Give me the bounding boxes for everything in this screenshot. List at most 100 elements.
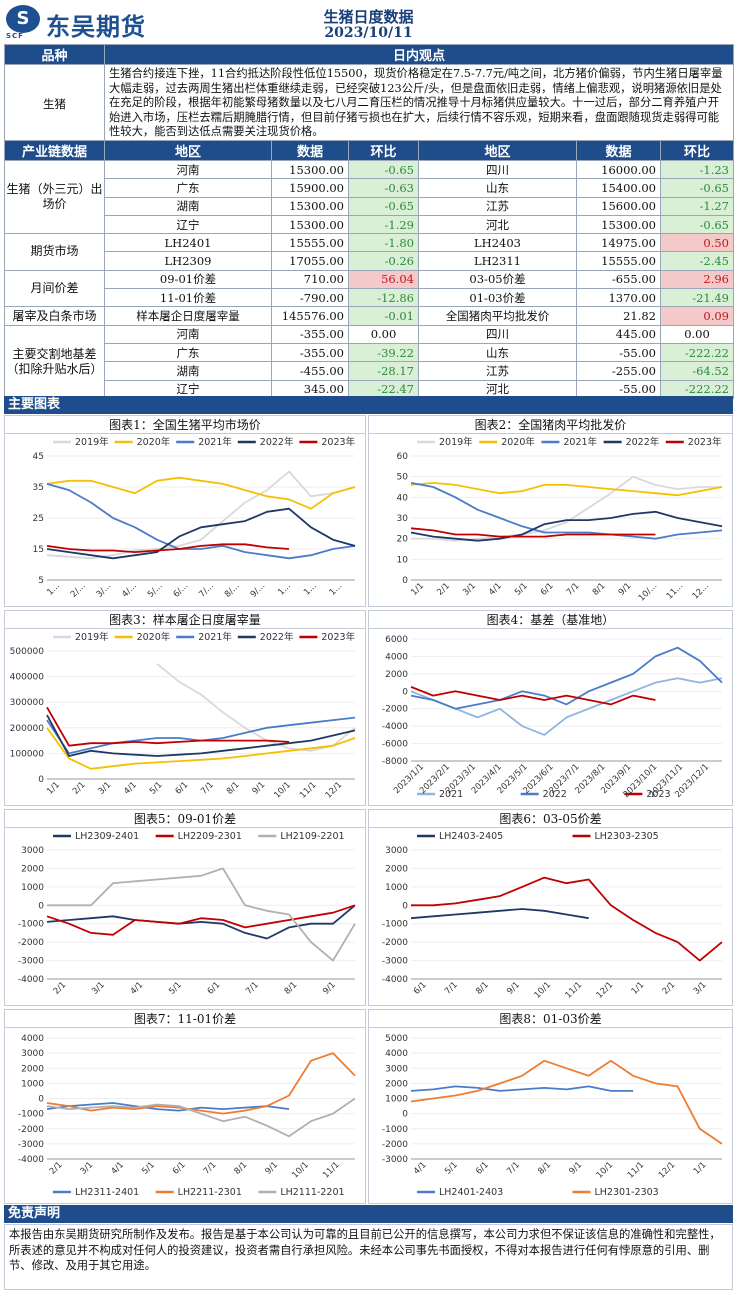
y-tick-label: 0 [402, 687, 408, 697]
report-header: S SCF 东吴期货 生猪日度数据 2023/10/11 [0, 0, 737, 44]
chart-plot: 2021 2022 2023 6000 4000 2000 0 -2000 -4000 -6000… [382, 635, 723, 800]
table-row: 广东 15900.00 -0.63 山东 15400.00 -0.65 [5, 178, 734, 198]
table-row: 屠宰及白条市场 样本屠企日度屠宰量 145576.00 -0.01 全国猪肉平均批发价 2… [4, 306, 734, 326]
chain-change: 0.00 [348, 324, 419, 344]
x-tick-label: 3/1 [692, 980, 709, 997]
chart-title: 图表5：09-01价差 [5, 810, 365, 828]
y-tick-label: -2000 [18, 1125, 44, 1135]
y-tick-label: 5 [38, 576, 44, 586]
y-tick-label: 35 [33, 483, 44, 493]
y-tick-label: -6000 [382, 740, 408, 750]
chain-change: -28.17 [348, 361, 419, 381]
chain-value: -355.00 [271, 324, 349, 344]
series-line-0 [46, 470, 356, 560]
view-col-product: 品种 [4, 44, 105, 65]
x-tick-label: 3/1 [97, 780, 114, 797]
legend-entry: 2022年 [626, 436, 660, 448]
legend-entry: 2020年 [501, 436, 535, 448]
logo-sub-text: SCF [6, 32, 24, 40]
company-logo: S SCF 东吴期货 [6, 5, 196, 41]
chain-change: 0.09 [660, 306, 734, 326]
legend-entry: LH2211-2301 [178, 1187, 242, 1198]
chain-region: 09-01价差 [104, 269, 272, 290]
legend-entry: 2021年 [198, 436, 232, 448]
chain-change: -1.80 [348, 233, 419, 253]
chain-change: -2.45 [660, 251, 734, 271]
logo-text: 东吴期货 [46, 13, 146, 41]
x-tick-label: 8/1 [283, 980, 300, 997]
y-tick-label: 3000 [21, 846, 44, 856]
series-line-1 [410, 482, 723, 497]
chart-6: 图表6：03-05价差 LH2403-2405 LH2303-2305 3000 200… [368, 809, 733, 1006]
y-tick-label: 3000 [385, 1064, 408, 1074]
x-tick-label: 8/1 [474, 980, 491, 997]
x-tick-label: 3/1 [90, 980, 107, 997]
chain-change: -1.23 [660, 159, 734, 180]
legend-entry: 2022年 [260, 436, 294, 448]
legend-entry: 2020年 [137, 436, 171, 448]
chain-change: -0.01 [348, 306, 419, 326]
legend-entry: 2019年 [439, 436, 473, 448]
chain-region: 四川 [418, 159, 577, 180]
x-tick-label: 7/... [197, 581, 216, 600]
chain-value: 15300.00 [271, 196, 349, 216]
chain-region: LH2401 [104, 233, 272, 253]
x-tick-label: 3/1 [79, 1160, 96, 1177]
x-tick-label: 7/1 [202, 1160, 219, 1177]
legend-entry: 2023年 [688, 436, 722, 448]
x-tick-label: 12/1 [324, 780, 345, 801]
x-tick-label: 5/1 [148, 780, 165, 797]
chart-title: 图表3：样本屠企日度屠宰量 [5, 611, 365, 629]
chain-group-label: 主要交割地基差（扣除升贴水后） [4, 324, 105, 399]
legend-entry: LH2109-2201 [280, 831, 344, 842]
x-tick-label: 9/1 [263, 1160, 280, 1177]
chain-value: -355.00 [271, 342, 349, 363]
x-tick-label: 2/1 [71, 780, 88, 797]
y-tick-label: 10 [397, 555, 409, 565]
x-tick-label: 4/1 [412, 1160, 429, 1177]
chain-header-1: 地区 [104, 140, 272, 161]
chart-plot: LH2311-2401 LH2211-2301 LH2111-2201 4000 300… [18, 1034, 356, 1198]
series-line-4 [46, 706, 290, 747]
x-tick-label: 7/1 [199, 780, 216, 797]
series-line-3 [410, 510, 723, 542]
y-tick-label: -3000 [18, 957, 44, 967]
chain-value: 15300.00 [576, 214, 661, 235]
legend-entry: LH2303-2305 [595, 831, 659, 842]
chain-change: -12.86 [348, 288, 419, 308]
y-tick-label: 2000 [385, 670, 408, 680]
chain-region: 河北 [418, 214, 577, 235]
y-tick-label: -3000 [382, 1155, 408, 1165]
series-line-2 [410, 686, 656, 706]
y-tick-label: 3000 [21, 1049, 44, 1059]
chain-value: 445.00 [576, 324, 661, 344]
x-tick-label: 7/1 [443, 980, 460, 997]
chain-value: 145576.00 [271, 306, 349, 326]
chain-region: LH2311 [418, 251, 577, 271]
series-line-0 [410, 1085, 634, 1092]
x-tick-label: 10/1 [290, 1160, 311, 1181]
chain-region: 辽宁 [104, 214, 272, 235]
x-tick-label: 9/... [249, 581, 268, 600]
chart-plot: LH2403-2405 LH2303-2305 3000 2000 1000 0 -1000… [382, 831, 723, 1001]
chain-value: 15300.00 [271, 214, 349, 235]
chain-region: 湖南 [104, 196, 272, 216]
x-tick-label: 8/1 [591, 581, 608, 598]
series-line-3 [46, 714, 356, 757]
report-title: 生猪日度数据 [323, 8, 414, 26]
chain-value: 17055.00 [271, 251, 349, 271]
chain-change: -222.22 [660, 342, 734, 363]
table-row: 生猪（外三元）出场价 河南 15300.00 -0.65 四川 16000.00 -1.23 [4, 159, 734, 235]
chain-value: 21.82 [576, 306, 661, 326]
y-tick-label: 60 [397, 452, 409, 462]
x-tick-label: 11/1 [321, 1160, 342, 1181]
chain-region: 11-01价差 [104, 288, 272, 308]
x-tick-label: 10/1 [272, 780, 293, 801]
chain-value: 15300.00 [271, 159, 349, 180]
chart-title: 图表2：全国猪肉平均批发价 [369, 416, 732, 434]
x-tick-label: 10/1 [595, 1160, 616, 1181]
legend-entry: LH2111-2201 [280, 1187, 344, 1198]
y-tick-label: 30 [397, 514, 409, 524]
chain-header-4: 地区 [418, 140, 577, 161]
y-tick-label: 300000 [10, 698, 45, 708]
